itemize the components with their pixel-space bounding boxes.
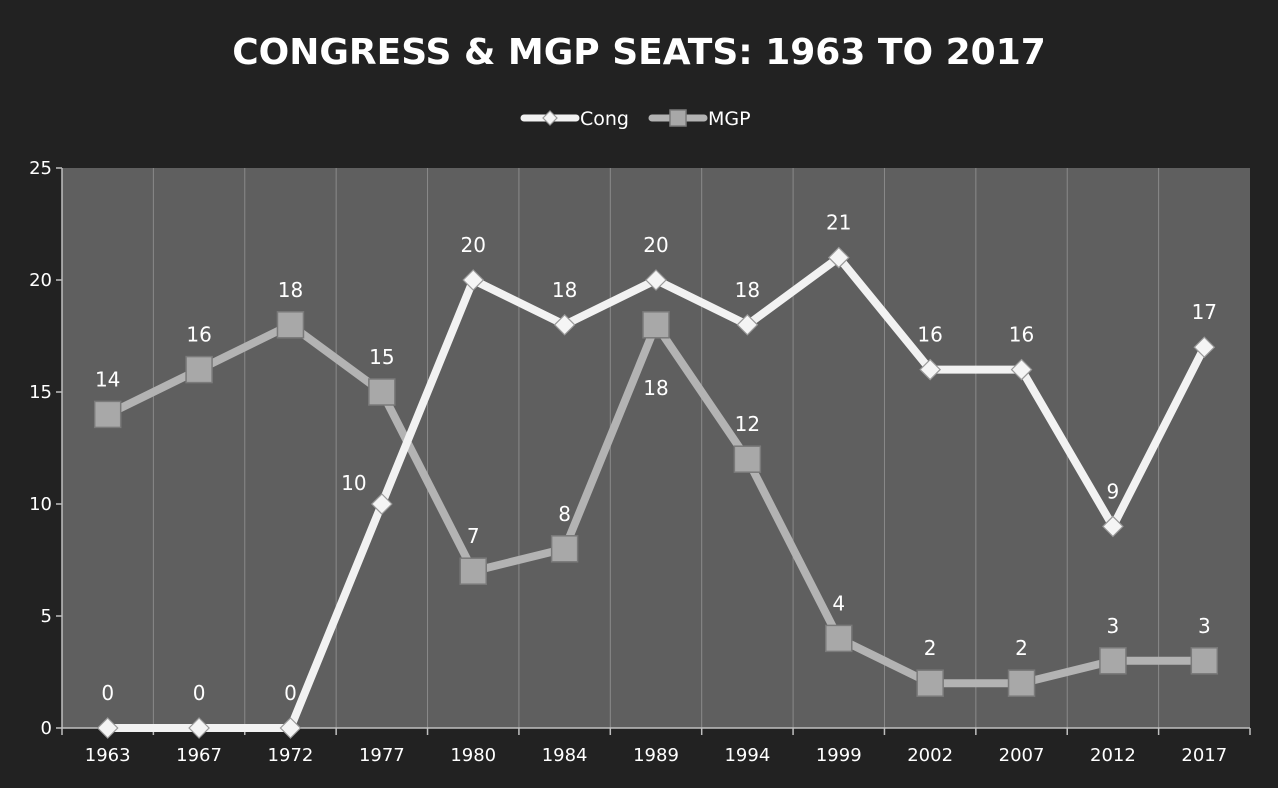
x-tick-label: 1989	[633, 745, 679, 766]
y-tick-label: 0	[41, 718, 52, 739]
x-tick-label: 1967	[176, 745, 222, 766]
legend-item-mgp: MGP	[648, 108, 751, 130]
data-label: 0	[284, 681, 297, 705]
square-marker	[368, 378, 396, 406]
x-tick-label: 1980	[450, 745, 496, 766]
square-marker	[1007, 669, 1036, 697]
square-marker	[916, 669, 944, 697]
diamond-marker	[645, 269, 667, 291]
x-tick-label: 2017	[1181, 745, 1227, 766]
data-label: 10	[341, 471, 366, 495]
data-label: 16	[917, 323, 942, 347]
diamond-marker	[96, 717, 119, 739]
data-label: 18	[278, 278, 303, 302]
square-marker	[459, 557, 487, 585]
data-label: 15	[369, 345, 394, 369]
diamond-marker	[1010, 358, 1033, 381]
data-label: 21	[826, 211, 851, 235]
legend-square-marker	[669, 109, 687, 127]
data-label: 9	[1107, 479, 1120, 503]
data-label: 14	[95, 367, 120, 391]
data-label: 12	[735, 412, 760, 436]
square-marker	[185, 355, 213, 384]
x-tick-label: 1999	[816, 745, 862, 766]
diamond-marker	[827, 246, 850, 269]
diamond-marker	[370, 493, 393, 515]
legend-item-cong: Cong	[520, 108, 629, 130]
legend: Cong MGP	[520, 108, 751, 130]
diamond-marker	[462, 269, 485, 291]
data-label: 0	[193, 681, 206, 705]
data-label: 20	[643, 233, 668, 257]
y-tick-label: 10	[29, 494, 52, 515]
legend-label: Cong	[580, 108, 629, 130]
data-labels: 0 0 0 10 20 18 20 18 21 16 16 9 17 14 16 18 15 7 8 18 12 4 2 2 3…	[95, 211, 1217, 705]
data-label: 2	[924, 636, 937, 660]
data-label: 18	[552, 278, 577, 302]
square-marker	[93, 400, 122, 429]
data-label: 0	[101, 681, 114, 705]
y-tick-label: 20	[29, 270, 52, 291]
square-marker	[733, 445, 762, 473]
data-label: 17	[1192, 300, 1217, 324]
data-label: 7	[467, 524, 480, 548]
square-marker	[550, 535, 579, 563]
data-label: 2	[1015, 636, 1028, 660]
diamond-marker	[919, 358, 942, 381]
series-layer	[93, 246, 1219, 739]
x-tick-label: 2002	[907, 745, 953, 766]
x-tick-label: 1994	[724, 745, 770, 766]
diamond-marker	[1193, 336, 1216, 359]
legend-label: MGP	[708, 108, 751, 130]
grid	[152, 168, 1160, 728]
diamond-marker	[553, 313, 576, 336]
data-label: 16	[186, 323, 211, 347]
square-marker	[276, 311, 305, 339]
y-tick-label: 25	[29, 158, 52, 179]
x-tick-label: 2012	[1090, 745, 1136, 766]
data-label: 20	[461, 233, 486, 257]
data-label: 18	[735, 278, 760, 302]
data-label: 8	[558, 502, 571, 526]
y-tick-label: 5	[41, 606, 52, 627]
diamond-marker	[279, 717, 302, 739]
chart-title: CONGRESS & MGP SEATS: 1963 TO 2017	[232, 32, 1046, 73]
square-marker	[642, 311, 670, 339]
legend-diamond-marker	[542, 110, 558, 126]
data-label: 3	[1107, 614, 1120, 638]
diamond-marker	[1102, 515, 1124, 538]
data-label: 4	[832, 591, 845, 615]
data-label: 3	[1198, 614, 1211, 638]
plot-area	[62, 168, 1250, 728]
x-tick-label: 1977	[359, 745, 405, 766]
diamond-marker	[188, 717, 210, 739]
data-label: 16	[1009, 323, 1034, 347]
data-label: 18	[643, 376, 668, 400]
x-tick-label: 1963	[85, 745, 131, 766]
x-tick-label: 1972	[268, 745, 314, 766]
square-marker	[1190, 647, 1219, 675]
square-marker	[1099, 647, 1127, 675]
x-tick-label: 2007	[999, 745, 1045, 766]
x-tick-label: 1984	[542, 745, 588, 766]
series-cong	[96, 246, 1216, 739]
square-marker	[825, 624, 853, 653]
series-mgp	[93, 311, 1219, 697]
diamond-marker	[736, 313, 759, 336]
y-tick-label: 15	[29, 382, 52, 403]
